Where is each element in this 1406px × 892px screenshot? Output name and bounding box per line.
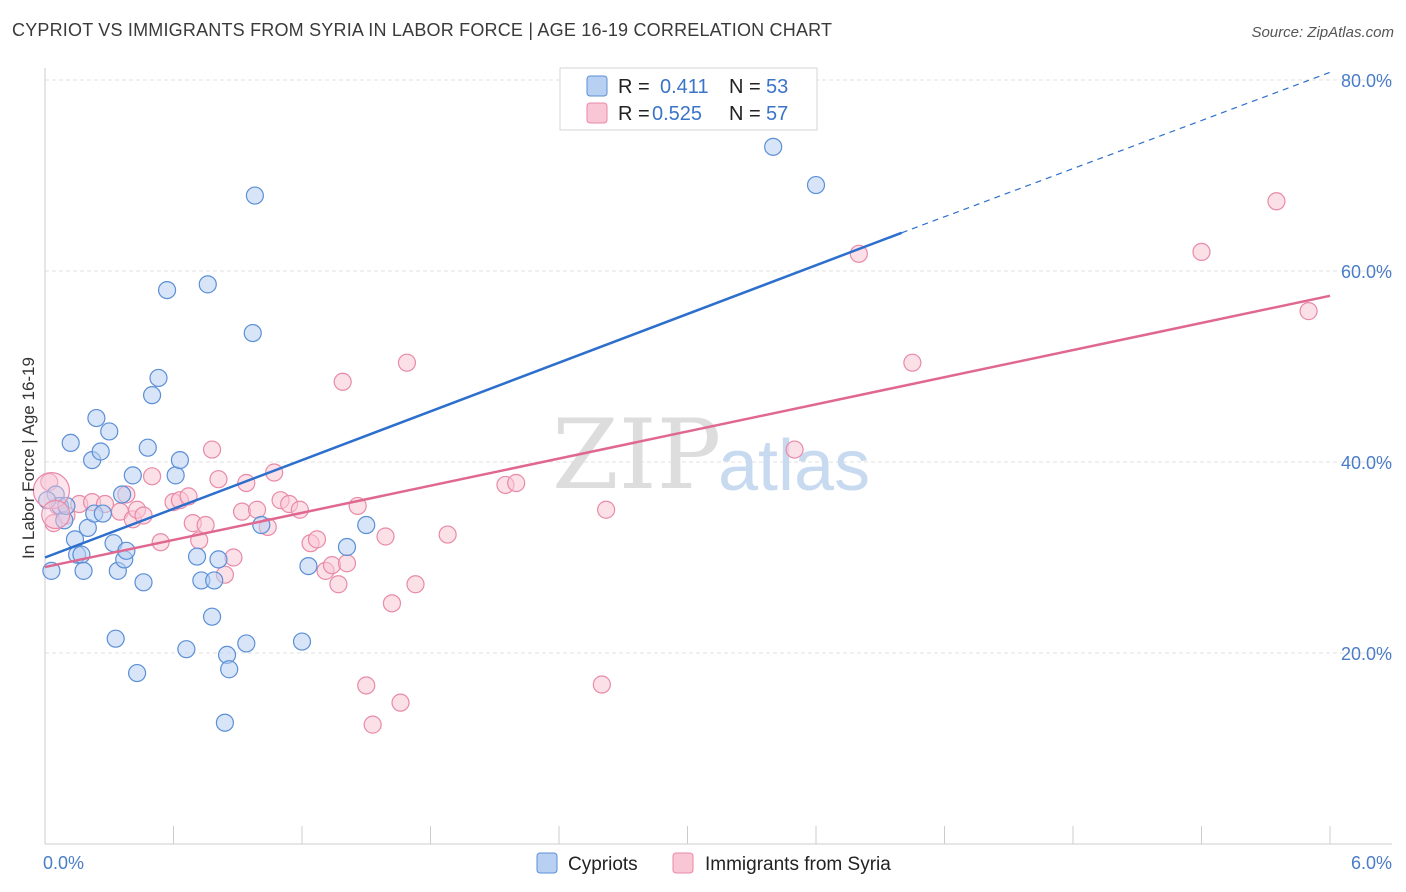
syria-point xyxy=(1192,242,1211,261)
legend-n-label-1: N = xyxy=(729,76,761,98)
syria-point xyxy=(337,554,357,573)
y-tick-label: 60.0% xyxy=(1341,262,1392,282)
syria-point xyxy=(592,675,611,694)
cypriot-point xyxy=(134,573,153,592)
series-legend-swatch-syria xyxy=(672,852,694,874)
syria-point xyxy=(202,440,222,459)
y-tick-label: 80.0% xyxy=(1341,71,1392,91)
syria-point xyxy=(322,556,342,575)
syria-point xyxy=(333,372,352,391)
syria-point xyxy=(1267,192,1286,211)
cypriot-point xyxy=(806,175,826,195)
y-tick-labels: 20.0% 40.0% 60.0% 80.0% xyxy=(1341,71,1392,664)
data-points xyxy=(32,137,1318,734)
legend-swatch-cypriots xyxy=(586,75,608,97)
chart-title: CYPRIOT VS IMMIGRANTS FROM SYRIA IN LABO… xyxy=(12,20,833,40)
syria-point-cluster xyxy=(41,499,71,530)
cypriot-point xyxy=(292,632,312,651)
cypriot-point xyxy=(112,485,132,504)
syria-point xyxy=(247,500,267,519)
cypriot-point xyxy=(138,438,157,457)
cypriot-point xyxy=(764,137,783,156)
watermark-atlas: atlas xyxy=(718,426,870,506)
syria-point xyxy=(397,353,417,372)
syria-point xyxy=(507,473,526,493)
cypriot-point xyxy=(61,433,80,452)
cypriot-point xyxy=(299,556,318,576)
cypriot-point xyxy=(243,323,262,343)
cypriot-point xyxy=(91,442,110,461)
syria-point xyxy=(307,530,327,549)
cypriot-point xyxy=(100,422,119,441)
syria-trend-line xyxy=(44,294,1331,569)
syria-point xyxy=(597,500,616,519)
legend-n-value-1: 53 xyxy=(766,76,788,98)
syria-point xyxy=(382,594,402,613)
cypriot-point xyxy=(87,408,106,428)
cypriot-trend-line xyxy=(44,231,903,559)
cypriot-point xyxy=(187,547,207,566)
legend-n-value-2: 57 xyxy=(766,103,788,125)
cypriot-point xyxy=(127,663,147,683)
syria-point xyxy=(391,693,410,712)
series-legend-swatch-cypriots xyxy=(536,852,558,874)
cypriot-point xyxy=(177,640,196,659)
syria-point xyxy=(357,676,376,695)
syria-point xyxy=(209,470,228,489)
syria-point xyxy=(438,525,457,544)
cypriot-point xyxy=(245,186,264,205)
cypriot-point xyxy=(209,550,228,569)
cypriot-point xyxy=(198,275,217,294)
y-axis-label: In Labor Force | Age 16-19 xyxy=(19,357,38,559)
syria-point xyxy=(903,353,922,372)
syria-point xyxy=(376,527,395,546)
cypriot-point xyxy=(166,466,185,485)
series-legend: Cypriots Immigrants from Syria xyxy=(536,852,891,875)
legend-r-label-1: R = xyxy=(618,76,650,98)
syria-point xyxy=(363,715,382,734)
cypriot-point xyxy=(74,561,93,580)
cypriot-trend-extension xyxy=(901,71,1331,234)
series-legend-label-cypriots: Cypriots xyxy=(568,854,638,875)
syria-point xyxy=(142,467,162,486)
x-tick-label-min: 0.0% xyxy=(43,853,84,873)
cypriot-point xyxy=(357,515,376,535)
syria-point xyxy=(232,502,252,521)
cypriot-point xyxy=(170,450,190,470)
series-legend-label-syria: Immigrants from Syria xyxy=(705,854,891,875)
cypriot-point xyxy=(123,466,142,485)
legend-r-value-1: 0.411 xyxy=(660,76,709,98)
cypriot-point xyxy=(202,607,222,626)
gridlines xyxy=(45,79,1392,654)
syria-point-cluster xyxy=(32,472,71,510)
cypriot-point xyxy=(142,386,162,405)
cypriot-point xyxy=(157,281,177,300)
syria-point xyxy=(224,548,243,567)
cypriot-point xyxy=(237,634,256,653)
legend-r-value-2: 0.525 xyxy=(652,103,702,125)
y-tick-label: 40.0% xyxy=(1341,453,1392,473)
x-tick-label-max: 6.0% xyxy=(1351,853,1392,873)
legend-r-label-2: R = xyxy=(618,103,650,125)
syria-point xyxy=(406,575,425,594)
syria-point xyxy=(1299,302,1318,321)
cypriot-point xyxy=(93,504,112,523)
cypriot-point xyxy=(106,629,125,648)
y-tick-label: 20.0% xyxy=(1341,644,1392,664)
cypriot-point xyxy=(215,713,234,732)
legend-swatch-syria xyxy=(586,102,608,124)
syria-point xyxy=(785,440,804,459)
cypriot-point xyxy=(149,368,168,388)
cypriot-point xyxy=(337,537,357,557)
correlation-legend: R = 0.411 N = 53 R = 0.525 N = 57 xyxy=(559,67,818,131)
syria-point xyxy=(329,575,348,594)
cypriot-point xyxy=(220,660,239,679)
source-label: Source: ZipAtlas.com xyxy=(1251,24,1394,41)
legend-n-label-2: N = xyxy=(729,103,761,125)
x-axis-ticks xyxy=(44,826,1331,844)
cypriot-point xyxy=(205,571,224,590)
trend-lines xyxy=(44,71,1331,569)
